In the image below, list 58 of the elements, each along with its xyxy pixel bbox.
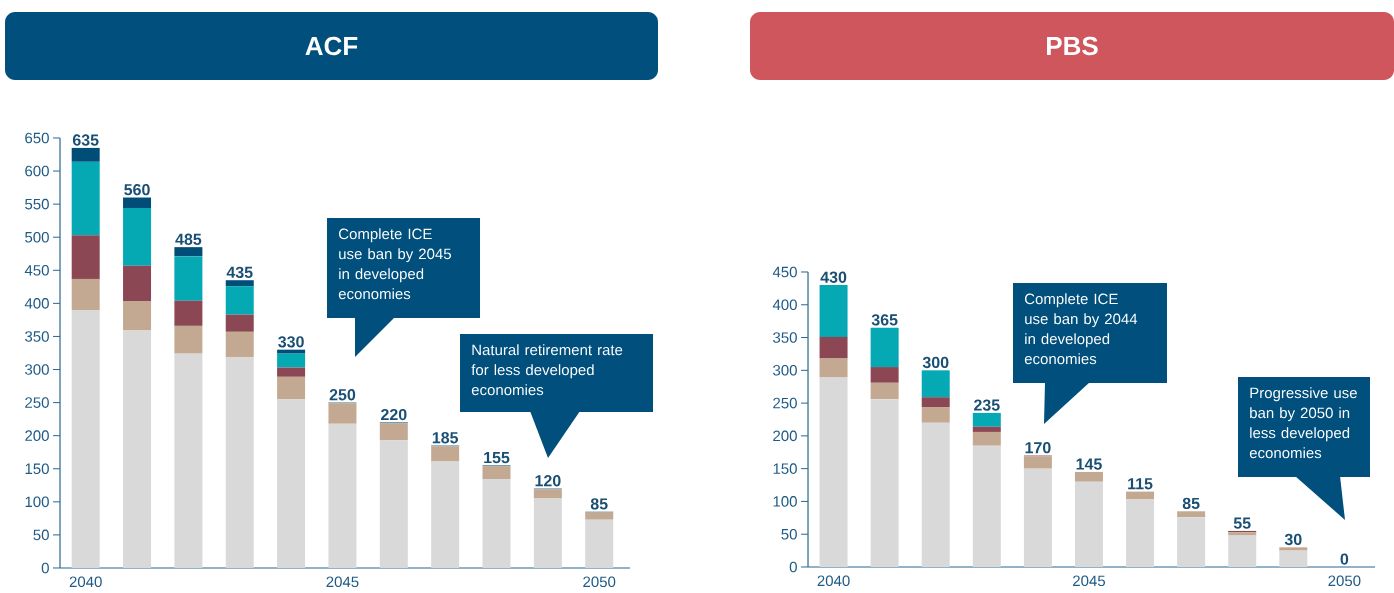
- y-tick-label: 400: [772, 299, 797, 311]
- total-label: 300: [922, 356, 949, 369]
- y-tick-label: 100: [773, 496, 797, 507]
- chart-title: PBS: [1047, 36, 1098, 56]
- y-tick-label: 450: [772, 266, 797, 278]
- x-tick-label: 2050: [1328, 575, 1361, 587]
- x-tick-label: 2040: [69, 576, 102, 588]
- total-label: 170: [1025, 442, 1051, 454]
- total-label: 435: [226, 266, 253, 279]
- y-tick-label: 250: [773, 397, 797, 409]
- total-label: 220: [381, 408, 407, 421]
- y-tick-label: 0: [41, 562, 49, 574]
- y-tick-label: 200: [25, 430, 49, 441]
- y-tick-label: 0: [789, 561, 797, 573]
- y-tick-label: 250: [25, 397, 49, 408]
- y-tick-label: 550: [25, 198, 49, 210]
- total-label: 155: [484, 452, 510, 464]
- y-tick-label: 150: [25, 463, 49, 475]
- y-tick-label: 350: [773, 332, 797, 343]
- y-tick-label: 200: [773, 430, 797, 442]
- y-tick-label: 450: [24, 264, 49, 276]
- total-label: 560: [124, 184, 150, 196]
- total-label: 85: [590, 498, 608, 510]
- x-tick-label: 2045: [326, 576, 359, 588]
- total-label: 30: [1284, 533, 1302, 546]
- annotation: Natural retirement rate for less developed economies: [471, 344, 623, 396]
- total-label: 85: [1182, 497, 1200, 510]
- y-tick-label: 400: [24, 298, 49, 309]
- x-tick-label: 2045: [1073, 575, 1106, 587]
- y-tick-label: 500: [25, 231, 49, 243]
- x-tick-label: 2050: [583, 576, 616, 588]
- y-tick-label: 100: [25, 496, 49, 508]
- x-tick-label: 2040: [817, 575, 850, 587]
- y-tick-label: 650: [25, 132, 49, 144]
- total-label: 120: [535, 475, 561, 487]
- annotation: Complete ICE use ban by 2045 in developed economies: [338, 228, 451, 300]
- total-label: 145: [1076, 458, 1102, 470]
- annotation: Progressive use ban by 2050 in less developed economies: [1249, 387, 1357, 459]
- y-tick-label: 300: [773, 365, 797, 376]
- y-tick-label: 50: [33, 529, 49, 541]
- chart-title: ACF: [305, 36, 358, 56]
- y-tick-label: 50: [781, 528, 797, 540]
- y-tick-label: 600: [25, 165, 49, 177]
- total-label: 365: [871, 314, 898, 326]
- total-label: 485: [175, 233, 202, 245]
- y-tick-label: 300: [25, 364, 49, 375]
- total-label: 330: [278, 336, 304, 348]
- total-label: 635: [72, 134, 99, 146]
- total-label: 250: [329, 389, 356, 401]
- annotation: Complete ICE use ban by 2044 in developed economies: [1024, 293, 1138, 365]
- total-label: 0: [1340, 553, 1349, 565]
- y-tick-label: 350: [25, 331, 49, 342]
- y-tick-label: 150: [773, 463, 797, 474]
- total-label: 55: [1233, 517, 1251, 529]
- total-label: 430: [820, 271, 847, 283]
- total-label: 185: [432, 432, 459, 444]
- total-label: 115: [1128, 478, 1153, 490]
- total-label: 235: [974, 399, 1000, 411]
